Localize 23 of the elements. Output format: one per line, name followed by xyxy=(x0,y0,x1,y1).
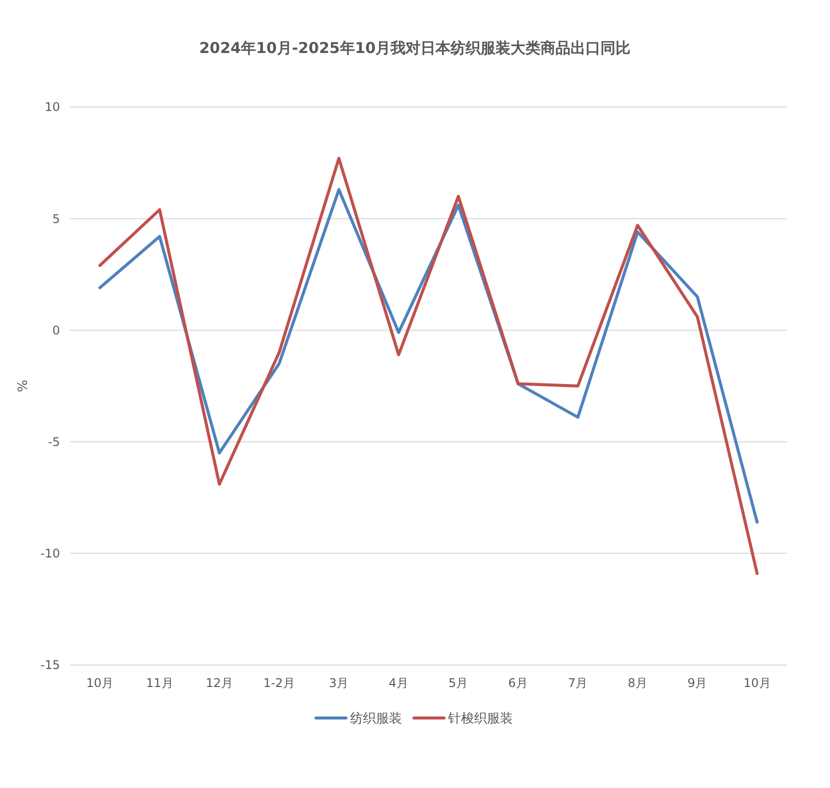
y-tick-label: -5 xyxy=(48,435,60,449)
x-tick-label: 3月 xyxy=(329,676,349,690)
x-tick-label: 6月 xyxy=(508,676,528,690)
legend-label: 针梭织服装 xyxy=(447,712,513,727)
y-tick-label: 0 xyxy=(52,323,60,338)
legend-label: 纺织服装 xyxy=(350,712,402,727)
x-tick-label: 5月 xyxy=(448,676,468,690)
y-tick-label: -10 xyxy=(40,546,60,561)
y-tick-label: -15 xyxy=(40,658,60,672)
x-tick-label: 12月 xyxy=(206,676,234,690)
y-tick-label: 10 xyxy=(44,100,60,114)
x-tick-label: 7月 xyxy=(568,676,588,690)
x-tick-label: 4月 xyxy=(388,676,408,690)
x-tick-label: 11月 xyxy=(146,676,174,690)
x-tick-label: 9月 xyxy=(688,676,708,690)
x-tick-label: 10月 xyxy=(743,676,771,690)
y-axis-title: % xyxy=(16,380,31,392)
chart-title: 2024年10月-2025年10月我对日本纺织服装大类商品出口同比 xyxy=(199,39,631,57)
line-series xyxy=(98,156,759,575)
x-tick-label: 8月 xyxy=(628,676,648,690)
x-tick-label: 1-2月 xyxy=(263,676,295,690)
x-tick-label: 10月 xyxy=(86,676,114,690)
y-tick-label: 5 xyxy=(52,212,60,226)
